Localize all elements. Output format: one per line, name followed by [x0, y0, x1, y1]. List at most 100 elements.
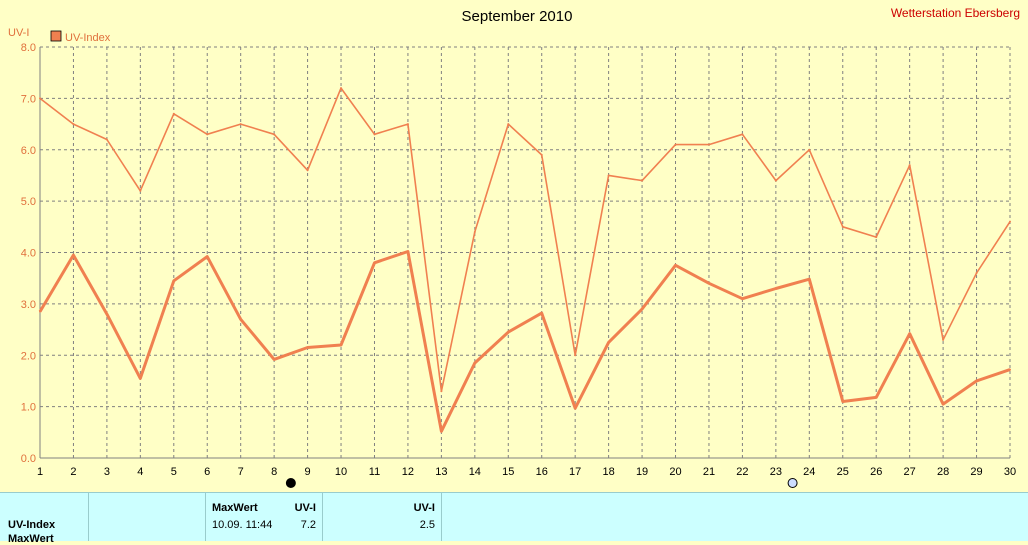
data-point [607, 341, 610, 344]
x-tick-label: 19 [636, 466, 648, 478]
x-tick-label: 17 [569, 466, 581, 478]
data-point [707, 143, 710, 146]
header-uvi-2: UV-I [413, 502, 435, 514]
data-point [340, 343, 343, 346]
x-tick-label: 13 [435, 466, 447, 478]
data-point [507, 331, 510, 334]
x-tick-label: 10 [335, 466, 347, 478]
data-point [774, 287, 777, 290]
y-tick-label: 1.0 [21, 402, 36, 414]
x-tick-label: 7 [238, 466, 244, 478]
data-point [741, 133, 744, 136]
data-point [674, 143, 677, 146]
data-point [507, 123, 510, 126]
data-point [808, 278, 811, 281]
x-tick-label: 27 [904, 466, 916, 478]
x-tick-label: 2 [70, 466, 76, 478]
data-point [406, 123, 409, 126]
y-tick-label: 4.0 [21, 248, 36, 260]
y-axis-label: UV-I [8, 27, 29, 39]
data-point [373, 261, 376, 264]
x-ticks: 1 2 3 4 5 6 7 8 9 10 11 12 13 14 15 16 17 18 19 20 21 22 23 24 2… [37, 466, 1016, 478]
row-label-uv-index: UV-Index [8, 519, 56, 531]
data-point [440, 390, 443, 393]
data-point [808, 148, 811, 151]
marker-filled[interactable] [285, 478, 296, 488]
data-point [1009, 368, 1011, 371]
data-point [139, 189, 142, 192]
table-col-mean: UV-I 2.5 [323, 493, 442, 541]
grid [39, 46, 1011, 459]
max-time: 10.09. 11:44 [212, 519, 273, 531]
uv-chart: September 2010 Wetterstation Ebersberg U… [8, 6, 1020, 488]
y-tick-label: 0.0 [21, 453, 36, 465]
x-tick-label: 20 [669, 466, 681, 478]
x-tick-label: 28 [937, 466, 949, 478]
data-point [841, 400, 844, 403]
data-point [908, 164, 911, 167]
data-point [105, 313, 108, 316]
x-tick-label: 6 [204, 466, 210, 478]
data-point [607, 174, 610, 177]
x-tick-label: 12 [402, 466, 414, 478]
x-tick-label: 29 [970, 466, 982, 478]
data-point [206, 255, 209, 258]
marker-hollow[interactable] [787, 478, 798, 488]
data-point [273, 133, 276, 136]
data-point [875, 236, 878, 239]
x-tick-label: 16 [536, 466, 548, 478]
y-tick-label: 6.0 [21, 145, 36, 157]
data-point [540, 312, 543, 315]
data-point [340, 87, 343, 90]
x-tick-label: 11 [369, 466, 380, 478]
data-point [641, 179, 644, 182]
data-point [1009, 220, 1011, 223]
data-point [172, 112, 175, 115]
mean-value: 2.5 [419, 519, 435, 531]
header-maxwert: MaxWert [212, 502, 258, 514]
x-tick-label: 18 [602, 466, 614, 478]
legend-label: UV-Index [65, 32, 111, 44]
data-point [39, 97, 41, 100]
data-point [942, 403, 945, 406]
data-point [105, 138, 108, 141]
x-tick-label: 4 [137, 466, 143, 478]
data-point [741, 297, 744, 300]
x-tick-label: 9 [305, 466, 311, 478]
x-tick-label: 8 [271, 466, 277, 478]
data-point [574, 354, 577, 357]
data-point [841, 225, 844, 228]
legend-swatch [50, 30, 62, 42]
x-tick-label: 25 [837, 466, 849, 478]
data-point [72, 123, 75, 126]
data-point [39, 310, 41, 313]
x-tick-label: 21 [703, 466, 715, 478]
x-tick-label: 24 [803, 466, 815, 478]
x-tick-label: 22 [736, 466, 748, 478]
data-point [139, 377, 142, 380]
data-point [942, 338, 945, 341]
data-point [206, 133, 209, 136]
data-point [72, 254, 75, 257]
series [38, 87, 1011, 433]
table-col-labels: UV-Index MaxWert [0, 493, 89, 545]
x-tick-label: 1 [37, 466, 43, 478]
data-point [306, 346, 309, 349]
data-point [707, 282, 710, 285]
y-ticks: 0.0 1.0 2.0 3.0 4.0 5.0 6.0 7.0 8.0 [21, 42, 36, 465]
station-name: Wetterstation Ebersberg [891, 6, 1020, 20]
data-point [239, 123, 242, 126]
data-point [641, 308, 644, 311]
table-col-empty [89, 493, 206, 541]
data-point [674, 264, 677, 267]
data-point [875, 396, 878, 399]
x-tick-label: 3 [104, 466, 110, 478]
y-tick-label: 7.0 [21, 93, 36, 105]
data-point [774, 179, 777, 182]
data-point [239, 318, 242, 321]
x-tick-label: 5 [171, 466, 177, 478]
data-point [306, 169, 309, 172]
table-col-max: MaxWert UV-I 10.09. 11:44 7.2 [206, 493, 323, 541]
y-tick-label: 5.0 [21, 196, 36, 208]
chart-area: September 2010 Wetterstation Ebersberg U… [8, 6, 1020, 488]
